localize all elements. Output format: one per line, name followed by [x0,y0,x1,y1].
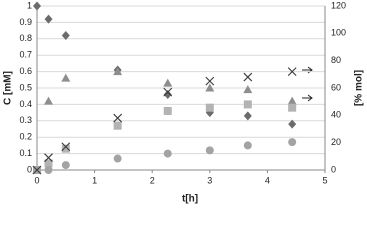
x-marker [163,87,173,97]
x-marker [205,76,215,86]
triangle-marker [243,85,253,94]
x-tick-label: 2 [150,175,155,185]
circle-marker [288,138,297,147]
y-tick-label: 0.6 [19,66,32,76]
circle-marker [113,154,122,163]
x-marker [113,113,123,123]
diamond-marker [243,111,252,121]
y-tick-label: 0.1 [19,148,32,158]
x-marker [32,165,42,175]
diamond-marker [61,31,70,41]
y-tick-label: 0.3 [19,115,32,125]
x-marker [61,142,71,152]
y2-tick-label: 120 [331,0,346,10]
y2-tick-label: 60 [331,82,341,92]
x-tick-label: 0 [34,175,39,185]
square-marker [44,159,53,168]
y-axis-title: C [mM] [3,71,14,105]
x-tick-label: 1 [92,175,97,185]
circle-marker [243,141,252,150]
triangle-marker [287,96,297,105]
circle-marker [61,161,70,170]
y2-tick-label: 0 [331,164,336,174]
y2-tick-label: 40 [331,110,341,120]
x-marker [243,72,253,82]
y-tick-label: 0.9 [19,17,32,27]
y2-tick-label: 20 [331,137,341,147]
square-marker [163,106,172,115]
triangle-marker [44,96,54,105]
chart: t[h] C [mM] [% mol] 0 0.1 0.2 0.3 0.4 0.5 0.6 0… [3,0,365,205]
triangle-marker [113,67,123,76]
y-tick-label: 0.2 [19,132,32,142]
square-marker [113,121,122,130]
y-tick-label: 0 [27,164,32,174]
diamond-marker [44,14,53,24]
y-tick-label: 0.5 [19,82,32,92]
y-tick-label: 1 [27,0,32,10]
x-marker [44,153,53,163]
y2-tick-label: 80 [331,55,341,65]
triangle-marker [61,73,71,82]
circle-marker [205,146,214,155]
square-marker [61,144,70,153]
x-tick-label: 5 [322,175,327,185]
diamond-marker [163,90,172,100]
y-tick-label: 0.8 [19,33,32,43]
y2-axis-title: [% mol] [354,70,365,106]
diamond-marker [288,119,297,129]
triangle-marker [205,83,215,92]
x-axis-title: t[h] [182,194,198,205]
arrow [302,94,313,102]
square-marker [243,100,252,109]
square-marker [205,103,214,112]
y2-tick-label: 100 [331,28,346,38]
y-tick-label: 0.4 [19,99,32,109]
triangle-marker [163,78,173,87]
x-tick-label: 3 [207,175,212,185]
diamond-marker [33,1,41,11]
x-marker [287,67,297,76]
circle-marker [44,166,53,174]
circle-marker [163,149,172,158]
y-tick-label: 0.7 [19,50,32,60]
x-tick-label: 4 [265,175,270,185]
square-marker [288,103,297,112]
